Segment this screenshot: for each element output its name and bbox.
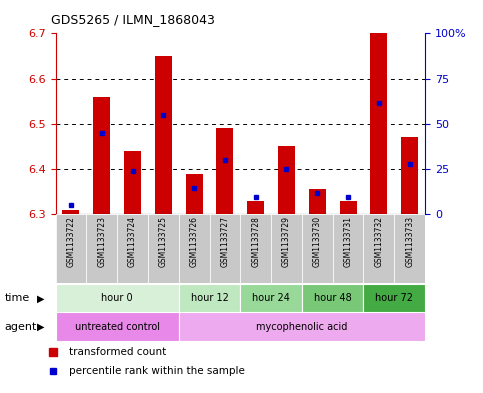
Text: GSM1133730: GSM1133730	[313, 216, 322, 267]
Bar	[86, 214, 117, 283]
Bar	[364, 214, 394, 283]
Text: hour 72: hour 72	[375, 293, 413, 303]
Bar	[401, 137, 418, 214]
Bar	[370, 33, 387, 214]
Bar	[117, 214, 148, 283]
Bar	[179, 214, 210, 283]
Bar	[364, 284, 425, 312]
Bar	[302, 284, 364, 312]
Bar	[247, 200, 264, 214]
Text: percentile rank within the sample: percentile rank within the sample	[69, 366, 244, 376]
Bar	[309, 189, 326, 214]
Text: GSM1133726: GSM1133726	[190, 216, 199, 267]
Bar	[124, 151, 141, 214]
Text: ▶: ▶	[37, 293, 45, 303]
Text: GSM1133733: GSM1133733	[405, 216, 414, 267]
Text: untreated control: untreated control	[75, 321, 159, 332]
Bar	[240, 214, 271, 283]
Text: GSM1133724: GSM1133724	[128, 216, 137, 267]
Bar	[56, 312, 179, 341]
Text: GSM1133731: GSM1133731	[343, 216, 353, 267]
Bar	[240, 284, 302, 312]
Text: hour 0: hour 0	[101, 293, 133, 303]
Text: GSM1133723: GSM1133723	[97, 216, 106, 267]
Bar	[185, 174, 202, 214]
Bar	[302, 214, 333, 283]
Bar	[333, 214, 364, 283]
Bar	[179, 284, 240, 312]
Text: hour 48: hour 48	[314, 293, 352, 303]
Bar	[216, 128, 233, 214]
Text: GSM1133722: GSM1133722	[67, 216, 75, 267]
Text: transformed count: transformed count	[69, 347, 166, 356]
Text: GSM1133728: GSM1133728	[251, 216, 260, 267]
Text: GDS5265 / ILMN_1868043: GDS5265 / ILMN_1868043	[51, 13, 214, 26]
Text: GSM1133729: GSM1133729	[282, 216, 291, 267]
Bar	[155, 56, 172, 214]
Bar	[148, 214, 179, 283]
Text: GSM1133727: GSM1133727	[220, 216, 229, 267]
Text: hour 12: hour 12	[191, 293, 228, 303]
Bar	[210, 214, 240, 283]
Bar	[56, 284, 179, 312]
Bar	[394, 214, 425, 283]
Bar	[93, 97, 110, 214]
Text: hour 24: hour 24	[252, 293, 290, 303]
Bar	[179, 312, 425, 341]
Bar	[56, 214, 86, 283]
Bar	[62, 210, 79, 214]
Text: GSM1133725: GSM1133725	[159, 216, 168, 267]
Text: ▶: ▶	[37, 321, 45, 332]
Bar	[278, 146, 295, 214]
Text: time: time	[5, 293, 30, 303]
Text: agent: agent	[5, 321, 37, 332]
Bar	[340, 200, 356, 214]
Bar	[271, 214, 302, 283]
Text: mycophenolic acid: mycophenolic acid	[256, 321, 348, 332]
Text: GSM1133732: GSM1133732	[374, 216, 384, 267]
